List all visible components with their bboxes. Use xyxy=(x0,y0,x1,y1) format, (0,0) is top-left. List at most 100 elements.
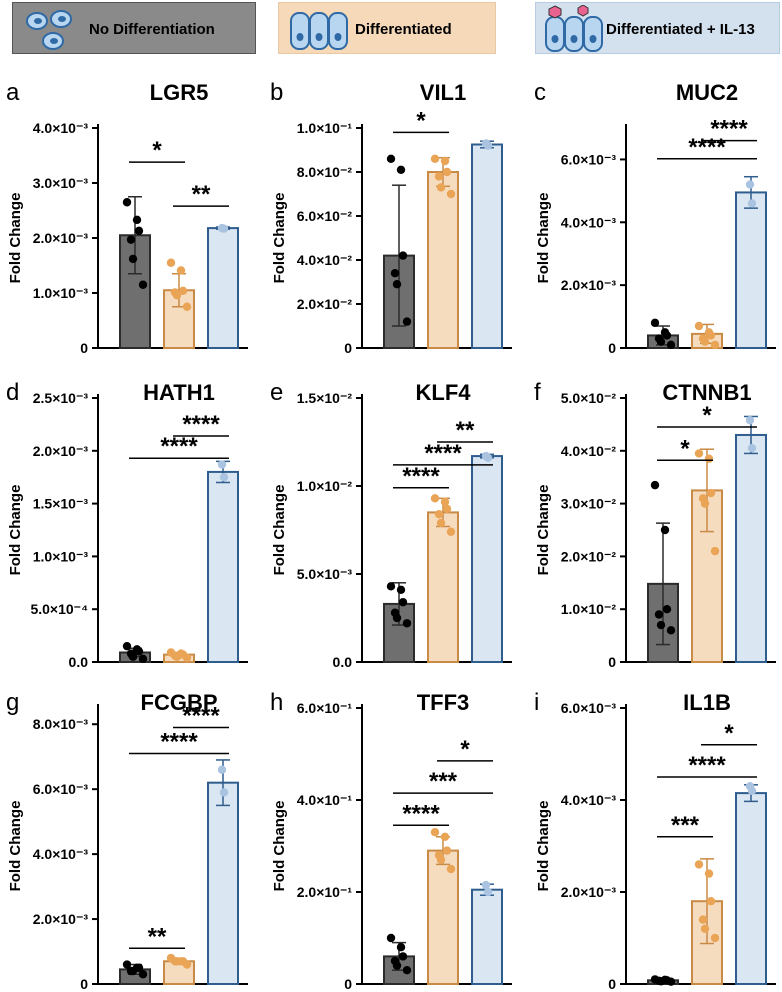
y-tick-label: 2.0×10⁻² xyxy=(561,548,617,564)
y-tick-label: 4.0×10⁻² xyxy=(561,443,617,459)
data-point xyxy=(390,269,400,278)
data-point xyxy=(430,154,440,163)
y-tick-label: 2.0×10⁻¹ xyxy=(297,884,353,900)
y-tick-label: 4.0×10⁻¹ xyxy=(297,792,353,808)
y-tick-label: 8.0×10⁻² xyxy=(297,164,353,180)
bar xyxy=(735,792,767,985)
data-point xyxy=(656,337,666,346)
y-tick-label: 5.0×10⁻⁴ xyxy=(30,601,88,617)
data-point xyxy=(128,254,138,264)
y-axis-label: Fold Change xyxy=(535,193,552,284)
data-point xyxy=(662,331,672,340)
panel-letter: f xyxy=(534,379,541,406)
data-point xyxy=(436,518,446,528)
y-tick-label: 2.0×10⁻² xyxy=(297,296,353,312)
data-point xyxy=(700,337,710,346)
significance-label: *** xyxy=(671,812,700,839)
data-point xyxy=(745,180,755,189)
data-point xyxy=(402,619,412,628)
chart-title: CTNNB1 xyxy=(662,380,751,405)
y-tick-label: 0 xyxy=(344,340,352,356)
y-axis-label: Fold Change xyxy=(535,801,552,892)
bar xyxy=(427,171,459,349)
data-point xyxy=(172,291,182,300)
bar xyxy=(735,433,767,663)
bar xyxy=(207,781,239,986)
data-point xyxy=(396,585,406,595)
y-tick-label: 2.0×10⁻³ xyxy=(33,443,89,459)
y-tick-label: 1.0×10⁻³ xyxy=(33,548,89,564)
single-cells-icon xyxy=(26,10,72,50)
panel-letter: g xyxy=(6,689,19,716)
data-point xyxy=(182,960,192,969)
significance-label: **** xyxy=(424,440,462,467)
bar xyxy=(735,191,767,349)
data-point xyxy=(442,167,452,177)
data-point xyxy=(122,960,132,969)
y-tick-label: 4.0×10⁻³ xyxy=(561,214,617,230)
bar xyxy=(427,511,459,664)
y-tick-label: 4.0×10⁻³ xyxy=(561,792,617,808)
data-point xyxy=(481,880,491,890)
bar xyxy=(471,143,503,349)
significance-label: * xyxy=(702,402,712,429)
chart-panel-muc2: c MUC2 Fold Change 0 2.0×10⁻³ 4.0×10⁻³ 6.0×10⁻… xyxy=(534,79,776,356)
y-tick-label: 5.0×10⁻² xyxy=(561,390,617,406)
significance-label: **** xyxy=(710,116,748,143)
data-point xyxy=(747,199,757,208)
data-point xyxy=(172,652,182,661)
data-point xyxy=(134,226,144,236)
y-tick-label: 0 xyxy=(344,976,352,992)
legend-label-differentiated: Differentiated xyxy=(355,21,452,38)
data-point xyxy=(132,215,142,225)
data-point xyxy=(138,654,148,664)
y-axis-label: Fold Change xyxy=(271,485,288,576)
data-point xyxy=(134,647,144,656)
legend: No Differentiation Differentiated Differ… xyxy=(0,0,782,56)
significance-label: **** xyxy=(182,702,220,729)
data-point xyxy=(217,460,227,469)
y-tick-label: 0 xyxy=(608,654,616,670)
data-point xyxy=(138,970,148,979)
data-point xyxy=(396,165,406,174)
chart-title: HATH1 xyxy=(143,380,215,405)
y-axis-label: Fold Change xyxy=(535,485,552,576)
data-point xyxy=(219,473,229,482)
data-point xyxy=(182,653,192,662)
data-point xyxy=(710,933,720,943)
chart-title: KLF4 xyxy=(416,380,472,405)
legend-label-no-differentiation: No Differentiation xyxy=(89,21,215,38)
panel-letter: e xyxy=(270,379,283,406)
y-tick-label: 2.0×10⁻³ xyxy=(33,911,89,927)
data-point xyxy=(398,251,408,260)
y-tick-label: 2.0×10⁻³ xyxy=(561,277,617,293)
significance-label: * xyxy=(724,720,734,747)
y-tick-label: 5.0×10⁻³ xyxy=(297,566,353,582)
panel-letter: h xyxy=(270,689,283,716)
data-point xyxy=(700,499,710,508)
y-tick-label: 4.0×10⁻² xyxy=(297,252,353,268)
data-point xyxy=(178,286,188,295)
data-point xyxy=(392,961,402,970)
data-point xyxy=(172,957,182,966)
y-tick-label: 0 xyxy=(608,340,616,356)
data-point xyxy=(182,302,192,311)
data-point xyxy=(176,266,186,275)
data-point xyxy=(706,488,716,498)
y-axis-label: Fold Change xyxy=(271,193,288,284)
chart-title: MUC2 xyxy=(676,80,738,105)
bar xyxy=(427,849,459,985)
chart-panel-lgr5: a LGR5 Fold Change 0 1.0×10⁻³ 2.0×10⁻³ 3.0×10⁻… xyxy=(6,79,248,356)
y-axis-label: Fold Change xyxy=(7,801,24,892)
data-point xyxy=(386,582,396,591)
legend-label-differentiated-il13: Differentiated + IL-13 xyxy=(606,21,755,38)
data-point xyxy=(392,280,402,289)
panel-letter: d xyxy=(6,379,19,406)
data-point xyxy=(650,318,660,328)
significance-label: ** xyxy=(192,181,211,208)
data-point xyxy=(122,641,132,651)
y-tick-label: 0 xyxy=(80,976,88,992)
y-tick-label: 1.0×10⁻² xyxy=(561,601,617,617)
data-point xyxy=(666,340,676,350)
